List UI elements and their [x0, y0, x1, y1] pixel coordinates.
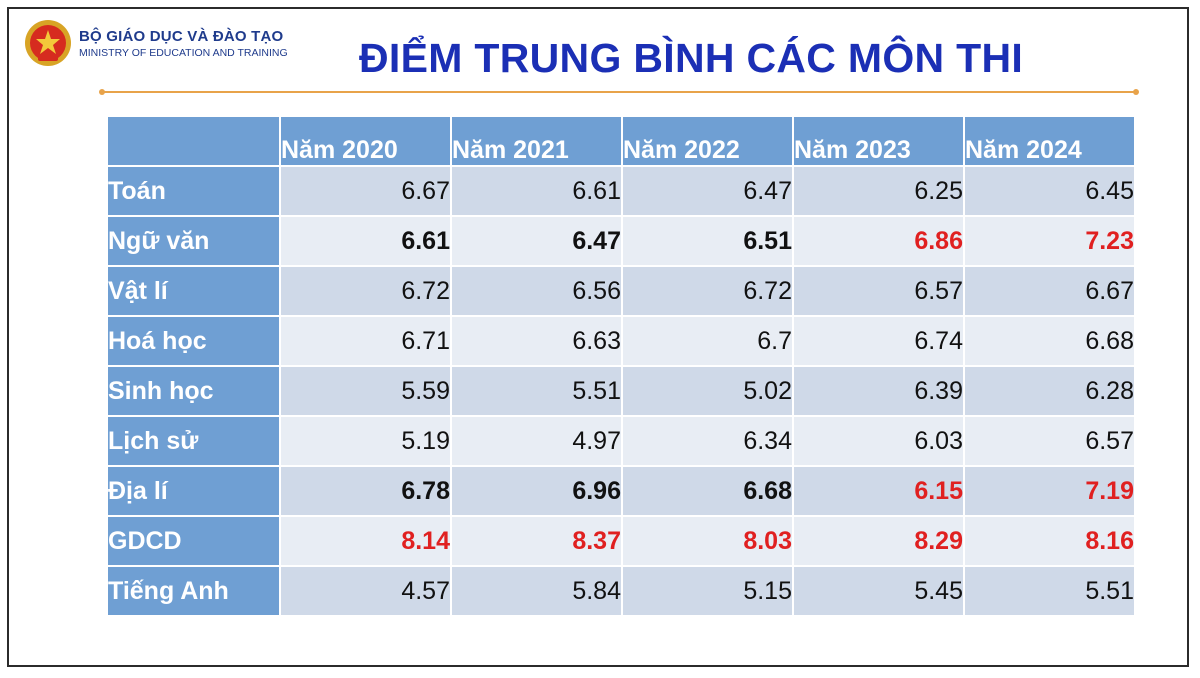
- subject-label: GDCD: [108, 517, 279, 565]
- slide: BỘ GIÁO DỤC VÀ ĐÀO TẠO MINISTRY OF EDUCA…: [7, 7, 1189, 667]
- score-cell: 6.56: [452, 267, 621, 315]
- ministry-name-vn: BỘ GIÁO DỤC VÀ ĐÀO TẠO: [79, 27, 284, 45]
- year-header: Năm 2021: [452, 117, 621, 165]
- score-cell: 6.47: [623, 167, 792, 215]
- score-cell: 5.51: [452, 367, 621, 415]
- subject-label: Địa lí: [108, 467, 279, 515]
- national-emblem-icon: [25, 20, 71, 66]
- ministry-logo-block: BỘ GIÁO DỤC VÀ ĐÀO TẠO MINISTRY OF EDUCA…: [23, 17, 288, 69]
- score-cell: 6.28: [965, 367, 1134, 415]
- score-cell: 6.15: [794, 467, 963, 515]
- ministry-name-en: MINISTRY OF EDUCATION AND TRAINING: [79, 46, 288, 59]
- score-cell: 6.72: [281, 267, 450, 315]
- table-row: Sinh học 5.59 5.51 5.02 6.39 6.28: [108, 367, 1134, 415]
- score-cell: 8.37: [452, 517, 621, 565]
- score-cell: 8.03: [623, 517, 792, 565]
- year-header: Năm 2022: [623, 117, 792, 165]
- score-cell: 6.86: [794, 217, 963, 265]
- divider-line: [103, 91, 1135, 93]
- score-cell: 4.97: [452, 417, 621, 465]
- score-cell: 6.61: [281, 217, 450, 265]
- table-row: Vật lí 6.72 6.56 6.72 6.57 6.67: [108, 267, 1134, 315]
- year-header: Năm 2023: [794, 117, 963, 165]
- subject-label: Tiếng Anh: [108, 567, 279, 615]
- score-cell: 6.03: [794, 417, 963, 465]
- page-title: ĐIỂM TRUNG BÌNH CÁC MÔN THI: [359, 35, 1024, 81]
- score-cell: 6.47: [452, 217, 621, 265]
- subject-label: Sinh học: [108, 367, 279, 415]
- score-cell: 6.45: [965, 167, 1134, 215]
- title-divider: [99, 87, 1139, 97]
- score-cell: 5.84: [452, 567, 621, 615]
- subject-label: Toán: [108, 167, 279, 215]
- average-scores-table: Năm 2020 Năm 2021 Năm 2022 Năm 2023 Năm …: [106, 115, 1136, 617]
- subject-label: Hoá học: [108, 317, 279, 365]
- table-body: Toán 6.67 6.61 6.47 6.25 6.45 Ngữ văn 6.61 6.47 6…: [108, 167, 1134, 615]
- subject-label: Lịch sử: [108, 417, 279, 465]
- score-cell: 5.45: [794, 567, 963, 615]
- table-row: Toán 6.67 6.61 6.47 6.25 6.45: [108, 167, 1134, 215]
- table-row: Ngữ văn 6.61 6.47 6.51 6.86 7.23: [108, 217, 1134, 265]
- score-cell: 6.72: [623, 267, 792, 315]
- score-cell: 7.23: [965, 217, 1134, 265]
- score-cell: 6.61: [452, 167, 621, 215]
- score-cell: 5.19: [281, 417, 450, 465]
- table-row: GDCD 8.14 8.37 8.03 8.29 8.16: [108, 517, 1134, 565]
- score-cell: 6.71: [281, 317, 450, 365]
- score-cell: 4.57: [281, 567, 450, 615]
- subject-label: Ngữ văn: [108, 217, 279, 265]
- score-cell: 8.16: [965, 517, 1134, 565]
- table-corner-cell: [108, 117, 279, 165]
- score-cell: 8.14: [281, 517, 450, 565]
- divider-dot-right: [1133, 89, 1139, 95]
- subject-label: Vật lí: [108, 267, 279, 315]
- score-cell: 6.67: [281, 167, 450, 215]
- score-cell: 5.15: [623, 567, 792, 615]
- table-row: Lịch sử 5.19 4.97 6.34 6.03 6.57: [108, 417, 1134, 465]
- score-cell: 6.25: [794, 167, 963, 215]
- score-cell: 6.51: [623, 217, 792, 265]
- score-cell: 6.63: [452, 317, 621, 365]
- table-row: Địa lí 6.78 6.96 6.68 6.15 7.19: [108, 467, 1134, 515]
- year-header: Năm 2020: [281, 117, 450, 165]
- score-cell: 6.57: [965, 417, 1134, 465]
- score-cell: 6.67: [965, 267, 1134, 315]
- divider-dot-left: [99, 89, 105, 95]
- score-cell: 6.57: [794, 267, 963, 315]
- score-cell: 6.34: [623, 417, 792, 465]
- score-cell: 6.74: [794, 317, 963, 365]
- table-row: Tiếng Anh 4.57 5.84 5.15 5.45 5.51: [108, 567, 1134, 615]
- score-cell: 5.59: [281, 367, 450, 415]
- table-row: Hoá học 6.71 6.63 6.7 6.74 6.68: [108, 317, 1134, 365]
- score-cell: 7.19: [965, 467, 1134, 515]
- table-header-row: Năm 2020 Năm 2021 Năm 2022 Năm 2023 Năm …: [108, 117, 1134, 165]
- score-cell: 6.68: [965, 317, 1134, 365]
- score-cell: 6.7: [623, 317, 792, 365]
- score-cell: 6.78: [281, 467, 450, 515]
- score-cell: 5.02: [623, 367, 792, 415]
- score-cell: 6.39: [794, 367, 963, 415]
- score-cell: 6.68: [623, 467, 792, 515]
- score-cell: 8.29: [794, 517, 963, 565]
- year-header: Năm 2024: [965, 117, 1134, 165]
- score-cell: 5.51: [965, 567, 1134, 615]
- score-cell: 6.96: [452, 467, 621, 515]
